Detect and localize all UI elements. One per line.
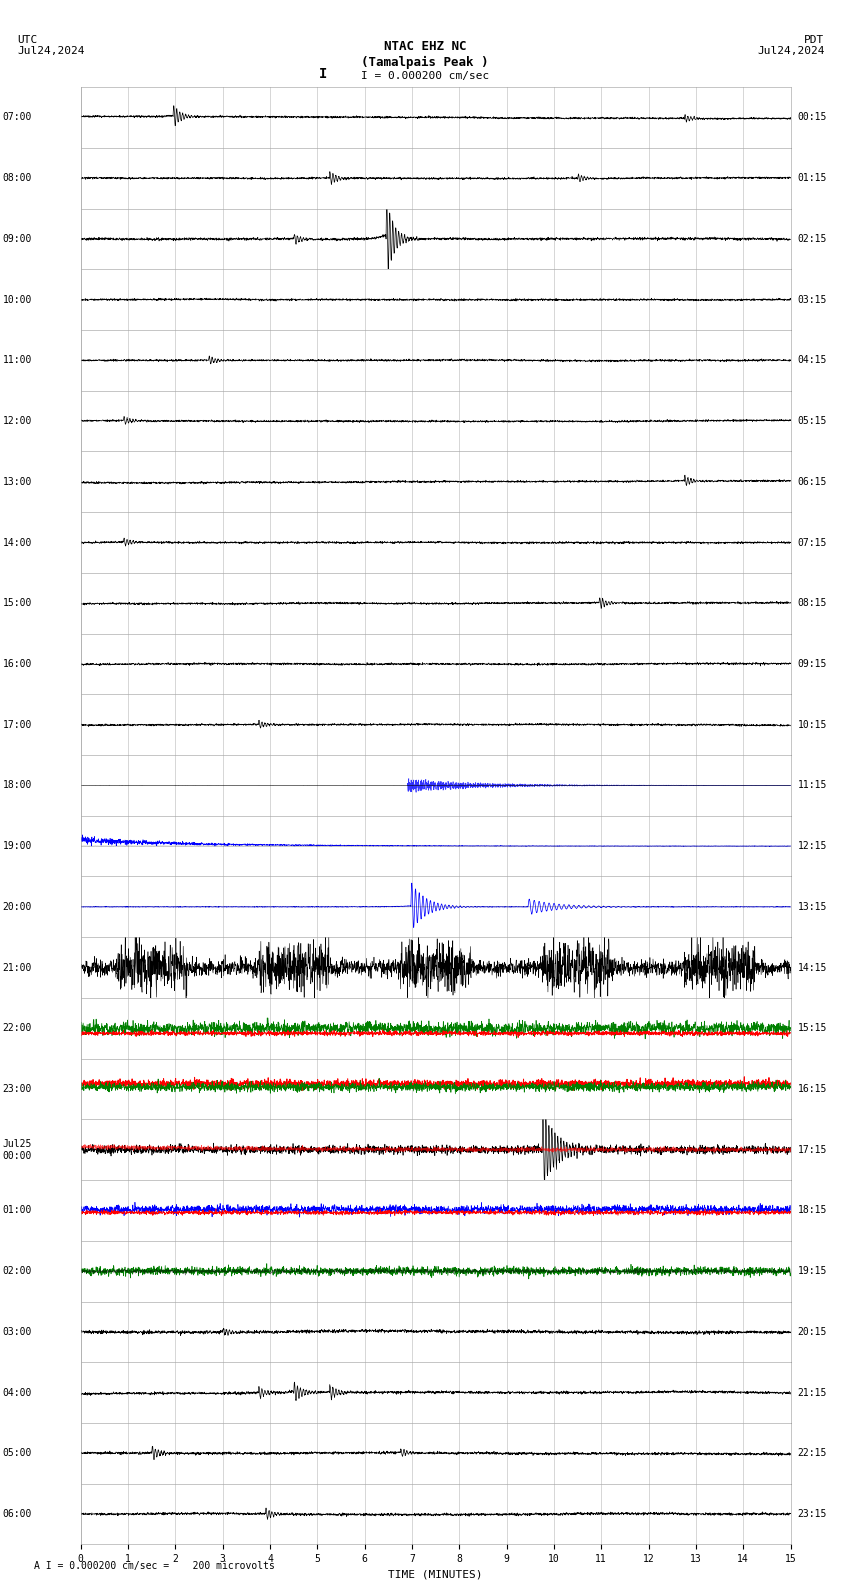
Text: 05:15: 05:15 <box>797 417 827 426</box>
Text: I = 0.000200 cm/sec: I = 0.000200 cm/sec <box>361 71 489 81</box>
Y-axis label: 19:00: 19:00 <box>3 841 32 851</box>
Text: Jul24,2024: Jul24,2024 <box>757 46 824 55</box>
Text: 23:15: 23:15 <box>797 1510 827 1519</box>
Text: 20:15: 20:15 <box>797 1327 827 1337</box>
Y-axis label: 04:00: 04:00 <box>3 1388 32 1397</box>
Y-axis label: 05:00: 05:00 <box>3 1448 32 1459</box>
Text: 13:15: 13:15 <box>797 901 827 912</box>
Text: 22:15: 22:15 <box>797 1448 827 1459</box>
Y-axis label: 18:00: 18:00 <box>3 781 32 790</box>
Text: 03:15: 03:15 <box>797 295 827 304</box>
Text: 12:15: 12:15 <box>797 841 827 851</box>
Text: A I = 0.000200 cm/sec =    200 microvolts: A I = 0.000200 cm/sec = 200 microvolts <box>34 1562 275 1571</box>
Y-axis label: 12:00: 12:00 <box>3 417 32 426</box>
Text: 15:15: 15:15 <box>797 1023 827 1033</box>
Text: 02:15: 02:15 <box>797 234 827 244</box>
Y-axis label: 01:00: 01:00 <box>3 1205 32 1215</box>
Y-axis label: 08:00: 08:00 <box>3 173 32 184</box>
Text: 08:15: 08:15 <box>797 599 827 608</box>
Y-axis label: 23:00: 23:00 <box>3 1083 32 1095</box>
Y-axis label: 17:00: 17:00 <box>3 719 32 730</box>
Y-axis label: 06:00: 06:00 <box>3 1510 32 1519</box>
Text: 11:15: 11:15 <box>797 781 827 790</box>
Text: 14:15: 14:15 <box>797 963 827 973</box>
Text: UTC: UTC <box>17 35 37 44</box>
Y-axis label: 21:00: 21:00 <box>3 963 32 973</box>
Text: 16:15: 16:15 <box>797 1083 827 1095</box>
Y-axis label: 09:00: 09:00 <box>3 234 32 244</box>
Text: 04:15: 04:15 <box>797 355 827 366</box>
Text: 07:15: 07:15 <box>797 537 827 548</box>
Text: 21:15: 21:15 <box>797 1388 827 1397</box>
Y-axis label: 22:00: 22:00 <box>3 1023 32 1033</box>
Text: 19:15: 19:15 <box>797 1266 827 1277</box>
Y-axis label: 13:00: 13:00 <box>3 477 32 486</box>
Text: 09:15: 09:15 <box>797 659 827 668</box>
Text: NTAC EHZ NC: NTAC EHZ NC <box>383 40 467 52</box>
Y-axis label: 07:00: 07:00 <box>3 112 32 122</box>
Y-axis label: 10:00: 10:00 <box>3 295 32 304</box>
Text: (Tamalpais Peak ): (Tamalpais Peak ) <box>361 55 489 68</box>
Text: I: I <box>319 67 327 81</box>
Y-axis label: 02:00: 02:00 <box>3 1266 32 1277</box>
Text: 17:15: 17:15 <box>797 1145 827 1155</box>
Y-axis label: 15:00: 15:00 <box>3 599 32 608</box>
Text: 01:15: 01:15 <box>797 173 827 184</box>
Y-axis label: 16:00: 16:00 <box>3 659 32 668</box>
Y-axis label: 14:00: 14:00 <box>3 537 32 548</box>
Y-axis label: 11:00: 11:00 <box>3 355 32 366</box>
Text: Jul24,2024: Jul24,2024 <box>17 46 84 55</box>
Text: 06:15: 06:15 <box>797 477 827 486</box>
Y-axis label: 20:00: 20:00 <box>3 901 32 912</box>
Text: PDT: PDT <box>804 35 824 44</box>
X-axis label: TIME (MINUTES): TIME (MINUTES) <box>388 1570 483 1579</box>
Y-axis label: 03:00: 03:00 <box>3 1327 32 1337</box>
Y-axis label: Jul25
00:00: Jul25 00:00 <box>3 1139 32 1161</box>
Text: 18:15: 18:15 <box>797 1205 827 1215</box>
Text: 00:15: 00:15 <box>797 112 827 122</box>
Text: 10:15: 10:15 <box>797 719 827 730</box>
